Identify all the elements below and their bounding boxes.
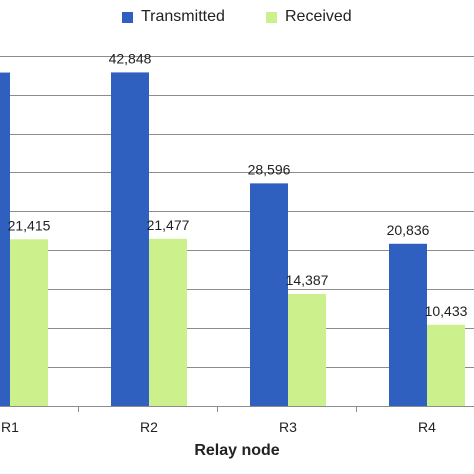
bar-received-r4 (427, 324, 465, 406)
x-axis-title: Relay node (194, 442, 280, 459)
legend-swatch-transmitted (122, 11, 133, 23)
bar-transmitted-r2 (111, 72, 149, 406)
legend-item-received: Received (266, 8, 352, 26)
legend-swatch-received (266, 11, 277, 23)
data-label-transmitted-r2: 42,848 (109, 50, 152, 66)
data-label-transmitted-r4: 20,836 (387, 222, 430, 238)
bar-transmitted-r4 (389, 243, 427, 406)
x-tick-label-r2: R2 (140, 419, 158, 435)
x-tick-label-r1: R1 (1, 419, 19, 435)
bar-transmitted-r1 (0, 72, 10, 406)
x-tick-label-r3: R3 (279, 419, 297, 435)
legend-label-transmitted: Transmitted (141, 8, 225, 25)
data-label-received-r2: 21,477 (147, 217, 190, 233)
bar-transmitted-r3 (250, 183, 288, 406)
bar-received-r2 (149, 238, 187, 406)
bar-received-r1 (10, 239, 48, 406)
x-tick-label-r4: R4 (418, 419, 436, 435)
bar-received-r3 (288, 293, 326, 406)
data-label-received-r3: 14,387 (286, 272, 329, 288)
data-label-received-r1: 21,415 (8, 217, 51, 233)
data-label-transmitted-r3: 28,596 (248, 161, 291, 177)
data-label-received-r4: 10,433 (425, 303, 468, 319)
legend-item-transmitted: Transmitted (122, 8, 225, 26)
legend-label-received: Received (285, 8, 352, 25)
legend: Transmitted Received (0, 8, 474, 30)
